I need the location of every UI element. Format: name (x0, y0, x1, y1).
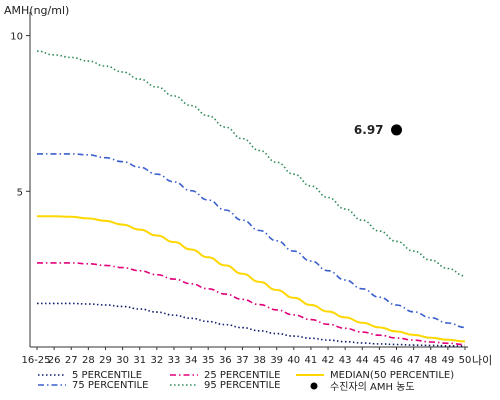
x-tick-label: 50 (459, 355, 472, 366)
series-layer (36, 50, 466, 347)
series-line-1 (36, 262, 466, 346)
x-tick-label: 48 (424, 355, 437, 366)
series-line-4 (36, 50, 466, 277)
x-tick-label: 41 (305, 355, 318, 366)
x-tick-label: 27 (65, 355, 78, 366)
legend-label-1: 25 PERCENTILE (204, 370, 280, 381)
y-axis-title: AMH(ng/ml) (4, 4, 69, 17)
x-tick-label: 39 (270, 355, 283, 366)
x-tick-label: 38 (253, 355, 266, 366)
patient-amh-point (391, 124, 403, 136)
x-tick-label: 37 (236, 355, 249, 366)
x-tick-label: 26 (48, 355, 61, 366)
x-tick-label: 35 (202, 355, 215, 366)
x-tick-label: 46 (390, 355, 403, 366)
x-tick-label: 44 (356, 355, 369, 366)
legend-label-4: 95 PERCENTILE (204, 380, 280, 391)
x-axis-title: 나이 (472, 354, 492, 367)
x-tick-label: 45 (373, 355, 386, 366)
series-line-3 (36, 153, 466, 329)
x-tick-label: 34 (185, 355, 198, 366)
x-tick-label: 36 (219, 355, 232, 366)
x-tick-label: 29 (99, 355, 112, 366)
legend: 5 PERCENTILE 25 PERCENTILE MEDIAN(50 PERCE… (38, 370, 454, 393)
x-tick-label: 31 (133, 355, 146, 366)
legend-patient-label: 수진자의 AMH 농도 (330, 381, 415, 393)
y-tick-label: 5 (17, 187, 23, 198)
legend-patient-marker (310, 382, 318, 390)
x-tick-label: 30 (116, 355, 129, 366)
legend-label-2: MEDIAN(50 PERCENTILE) (330, 370, 454, 381)
patient-amh-value-label: 6.97 (354, 123, 384, 137)
series-line-0 (37, 302, 466, 347)
x-tick-label: 43 (339, 355, 352, 366)
x-tick-label: 16-25 (21, 355, 50, 366)
x-tick-label: 42 (322, 355, 335, 366)
series-line-2 (37, 215, 466, 343)
x-tick-label: 33 (168, 355, 181, 366)
x-tick-label: 40 (287, 355, 300, 366)
x-tick-label: 32 (150, 355, 163, 366)
legend-label-3: 75 PERCENTILE (72, 380, 148, 391)
x-tick-label: 28 (82, 355, 95, 366)
x-tick-label: 49 (442, 355, 455, 366)
annotation-layer: 6.97 (354, 123, 403, 137)
y-tick-label: 10 (10, 32, 23, 43)
x-tick-label: 47 (407, 355, 420, 366)
legend-label-0: 5 PERCENTILE (72, 370, 142, 381)
